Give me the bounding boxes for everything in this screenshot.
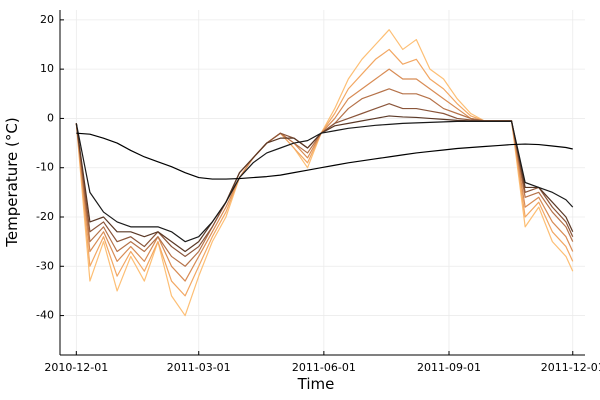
x-tick-label: 2010-12-01 — [44, 361, 108, 374]
x-tick-label: 2011-12-01 — [541, 361, 600, 374]
series-line — [75, 48, 574, 297]
x-tick-label: 2011-09-01 — [417, 361, 481, 374]
y-tick-label: -10 — [36, 161, 54, 174]
y-tick-label: -20 — [36, 210, 54, 223]
x-tick-label: 2011-06-01 — [292, 361, 356, 374]
x-axis-label: Time — [297, 375, 335, 393]
y-tick-label: -30 — [36, 259, 54, 272]
series-line — [75, 68, 574, 282]
y-tick-label: 10 — [40, 62, 54, 75]
y-tick-label: 0 — [47, 111, 54, 124]
y-axis-label: Temperature (°C) — [3, 117, 21, 247]
y-tick-label: 20 — [40, 13, 54, 26]
y-tick-label: -40 — [36, 309, 54, 322]
series-line — [75, 29, 574, 317]
series-line — [75, 120, 574, 243]
x-tick-label: 2011-03-01 — [167, 361, 231, 374]
series-line — [75, 115, 574, 253]
series-line — [76, 132, 573, 180]
